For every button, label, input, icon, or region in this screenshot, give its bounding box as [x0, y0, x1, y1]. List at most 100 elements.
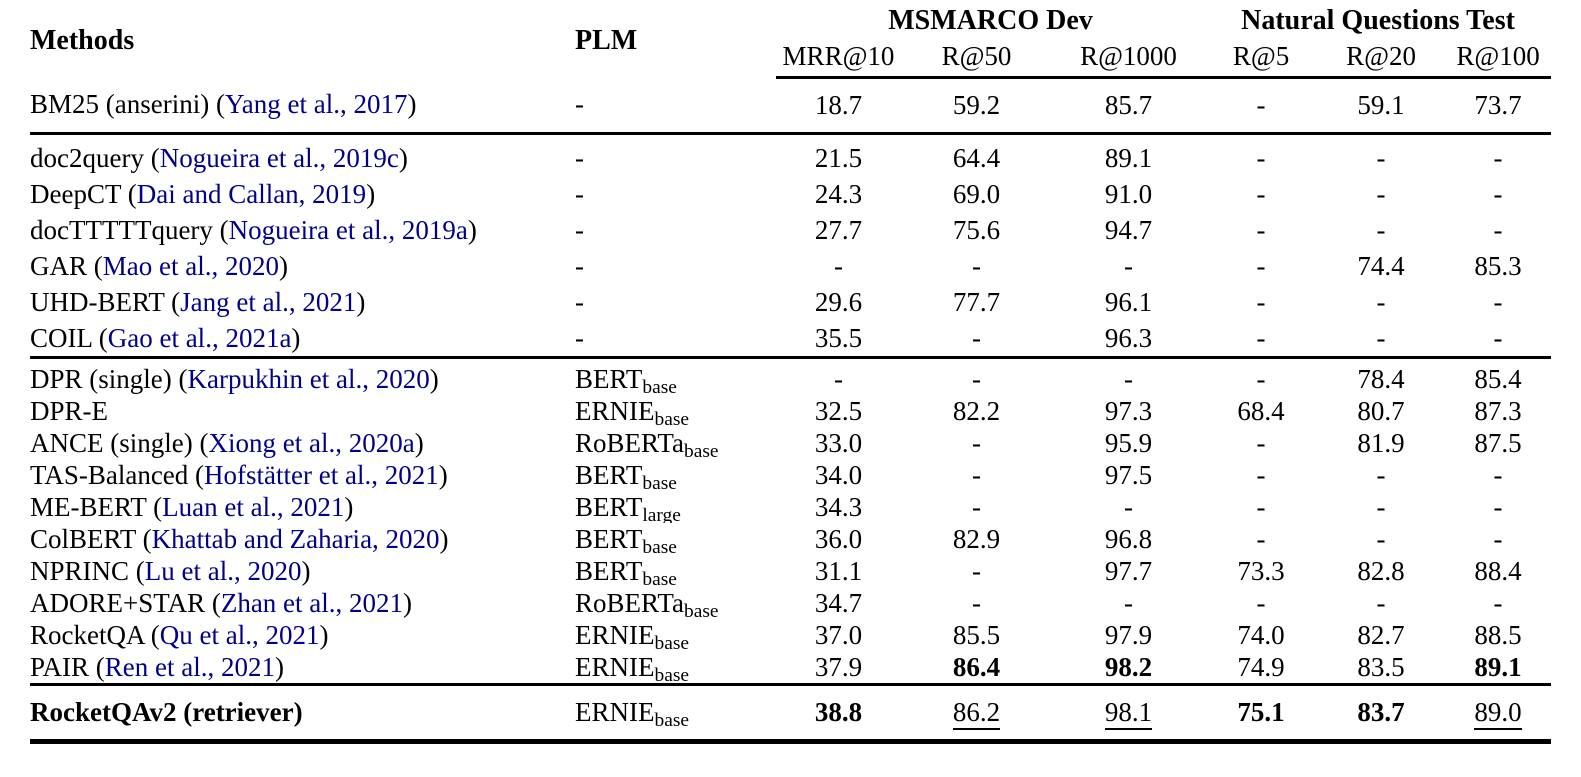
plm-size-subscript: base — [642, 376, 677, 395]
method-name-suffix: ) — [356, 287, 366, 317]
method-cell: BM25 (anserini) (Yang et al., 2017) — [30, 78, 575, 134]
plm-cell: - — [575, 323, 584, 353]
method-name-suffix: ) — [291, 323, 301, 353]
metric-value: 97.9 — [1104, 620, 1153, 650]
method-name-suffix: ) — [407, 89, 417, 120]
table-row: doc2query (Nogueira et al., 2019c) -21.5 6… — [30, 132, 1552, 176]
citation-link[interactable]: Khattab and Zaharia, 2020 — [151, 524, 440, 554]
metric-value: - — [972, 460, 981, 490]
col-header-r100: R@100 — [1445, 38, 1552, 79]
metric-value: - — [1256, 215, 1266, 245]
method-cell: RocketQA (Qu et al., 2021) — [30, 619, 575, 651]
citation-link[interactable]: Lu et al., 2020 — [144, 556, 302, 586]
plm-cell: ERNIEbase — [575, 683, 776, 744]
citation-link[interactable]: Qu et al., 2021 — [159, 620, 320, 650]
citation-link[interactable]: Luan et al., 2021 — [162, 492, 345, 522]
metric-value: 59.2 — [952, 90, 1001, 120]
metric-value: - — [1376, 215, 1386, 245]
method-cell: ADORE+STAR (Zhan et al., 2021) — [30, 587, 575, 619]
metric-value: - — [776, 356, 901, 395]
metric-value: - — [1376, 524, 1386, 554]
metric-value: 88.5 — [1474, 620, 1522, 650]
metric-value: - — [1493, 588, 1503, 618]
metric-value: 77.7 — [952, 287, 1001, 317]
metric-value: 82.7 — [1357, 620, 1405, 650]
metric-value: - — [1376, 588, 1386, 618]
metric-value: 36.0 — [814, 524, 863, 554]
metric-value: 82.9 — [952, 524, 1001, 554]
citation-link[interactable]: Nogueira et al., 2019a — [228, 215, 468, 245]
metric-value: - — [1256, 492, 1266, 522]
method-name: TAS-Balanced ( — [30, 460, 205, 490]
metric-value: 85.5 — [952, 620, 1001, 650]
metric-value: - — [1205, 132, 1318, 176]
metric-value: 64.4 — [901, 132, 1052, 176]
metric-value: 80.7 — [1357, 396, 1405, 426]
method-name: DeepCT ( — [30, 179, 137, 209]
metric-value: 59.1 — [1357, 90, 1405, 120]
plm-cell: RoBERTabase — [575, 587, 776, 619]
metric-value: 34.3 — [814, 492, 863, 522]
metric-value: - — [1124, 251, 1133, 281]
method-name-suffix: ) — [467, 215, 477, 245]
citation-link[interactable]: Mao et al., 2020 — [102, 251, 279, 281]
citation-link[interactable]: Karpukhin et al., 2020 — [187, 364, 430, 394]
metric-value: - — [1256, 251, 1266, 281]
metric-value: 97.5 — [1104, 460, 1153, 490]
citation-link[interactable]: Ren et al., 2021 — [104, 652, 275, 682]
metric-value: 89.1 — [1474, 652, 1522, 682]
citation-link[interactable]: Jang et al., 2021 — [180, 287, 357, 317]
metric-value: 69.0 — [952, 179, 1001, 209]
metric-value: 86.4 — [952, 652, 1001, 682]
metric-value: - — [1256, 287, 1266, 317]
metric-value: - — [1052, 356, 1206, 395]
metric-value: 96.8 — [1104, 524, 1153, 554]
col-header-plm: PLM — [575, 24, 638, 56]
metric-value: 74.0 — [1237, 620, 1285, 650]
metric-value: 89.1 — [1052, 132, 1206, 176]
metric-value: - — [1376, 492, 1386, 522]
plm-name: ERNIE — [575, 697, 655, 727]
metric-value: 98.2 — [1104, 652, 1153, 682]
table-row: RocketQAv2 (retriever) ERNIEbase 38.8 86.2 9… — [30, 683, 1552, 744]
metric-value: - — [1376, 179, 1386, 209]
method-name-suffix: ) — [366, 179, 376, 209]
plm-name: ERNIE — [575, 396, 655, 426]
metric-value: - — [1256, 588, 1266, 618]
metric-value: - — [972, 323, 981, 353]
method-cell: PAIR (Ren et al., 2021) — [30, 651, 575, 685]
metric-value: - — [1493, 460, 1503, 490]
citation-link[interactable]: Zhan et al., 2021 — [220, 588, 404, 618]
col-header-r1000: R@1000 — [1052, 38, 1206, 79]
metric-value: - — [972, 251, 981, 281]
citation-link[interactable]: Hofstätter et al., 2021 — [204, 460, 439, 490]
metric-value: 95.9 — [1104, 428, 1153, 458]
method-name: docTTTTTquery ( — [30, 215, 229, 245]
table-header: Methods PLM MSMARCO Dev Natural Question… — [30, 4, 1552, 79]
citation-link[interactable]: Dai and Callan, 2019 — [136, 179, 367, 209]
metric-value: - — [1256, 179, 1266, 209]
plm-name: BERT — [575, 492, 643, 522]
metric-value: - — [1124, 588, 1133, 618]
plm-cell: BERTbase — [575, 523, 776, 555]
table-row: TAS-Balanced (Hofstätter et al., 2021) BE… — [30, 459, 1551, 491]
metric-value: 96.3 — [1104, 323, 1153, 353]
metric-value: 27.7 — [814, 215, 863, 245]
metric-value: - — [1493, 179, 1503, 209]
citation-link[interactable]: Gao et al., 2021a — [107, 323, 292, 353]
plm-cell: ERNIEbase — [575, 619, 776, 651]
citation-link[interactable]: Nogueira et al., 2019c — [159, 143, 399, 173]
citation-link[interactable]: Yang et al., 2017 — [224, 89, 408, 120]
metric-value: 85.4 — [1445, 356, 1552, 395]
plm-cell: BERTbase — [575, 459, 776, 491]
plm-size-subscript: base — [684, 600, 719, 619]
method-name: DPR (single) ( — [30, 364, 188, 394]
plm-cell: RoBERTabase — [575, 427, 776, 459]
metric-value: 88.4 — [1474, 556, 1522, 586]
method-cell: DPR (single) (Karpukhin et al., 2020) — [30, 356, 575, 395]
method-name: RocketQAv2 (retriever) — [30, 697, 303, 727]
plm-size-subscript: base — [684, 440, 719, 459]
plm-name: RoBERTa — [575, 588, 684, 618]
table-row: ColBERT (Khattab and Zaharia, 2020) BERTb… — [30, 523, 1551, 555]
citation-link[interactable]: Xiong et al., 2020a — [208, 428, 415, 458]
